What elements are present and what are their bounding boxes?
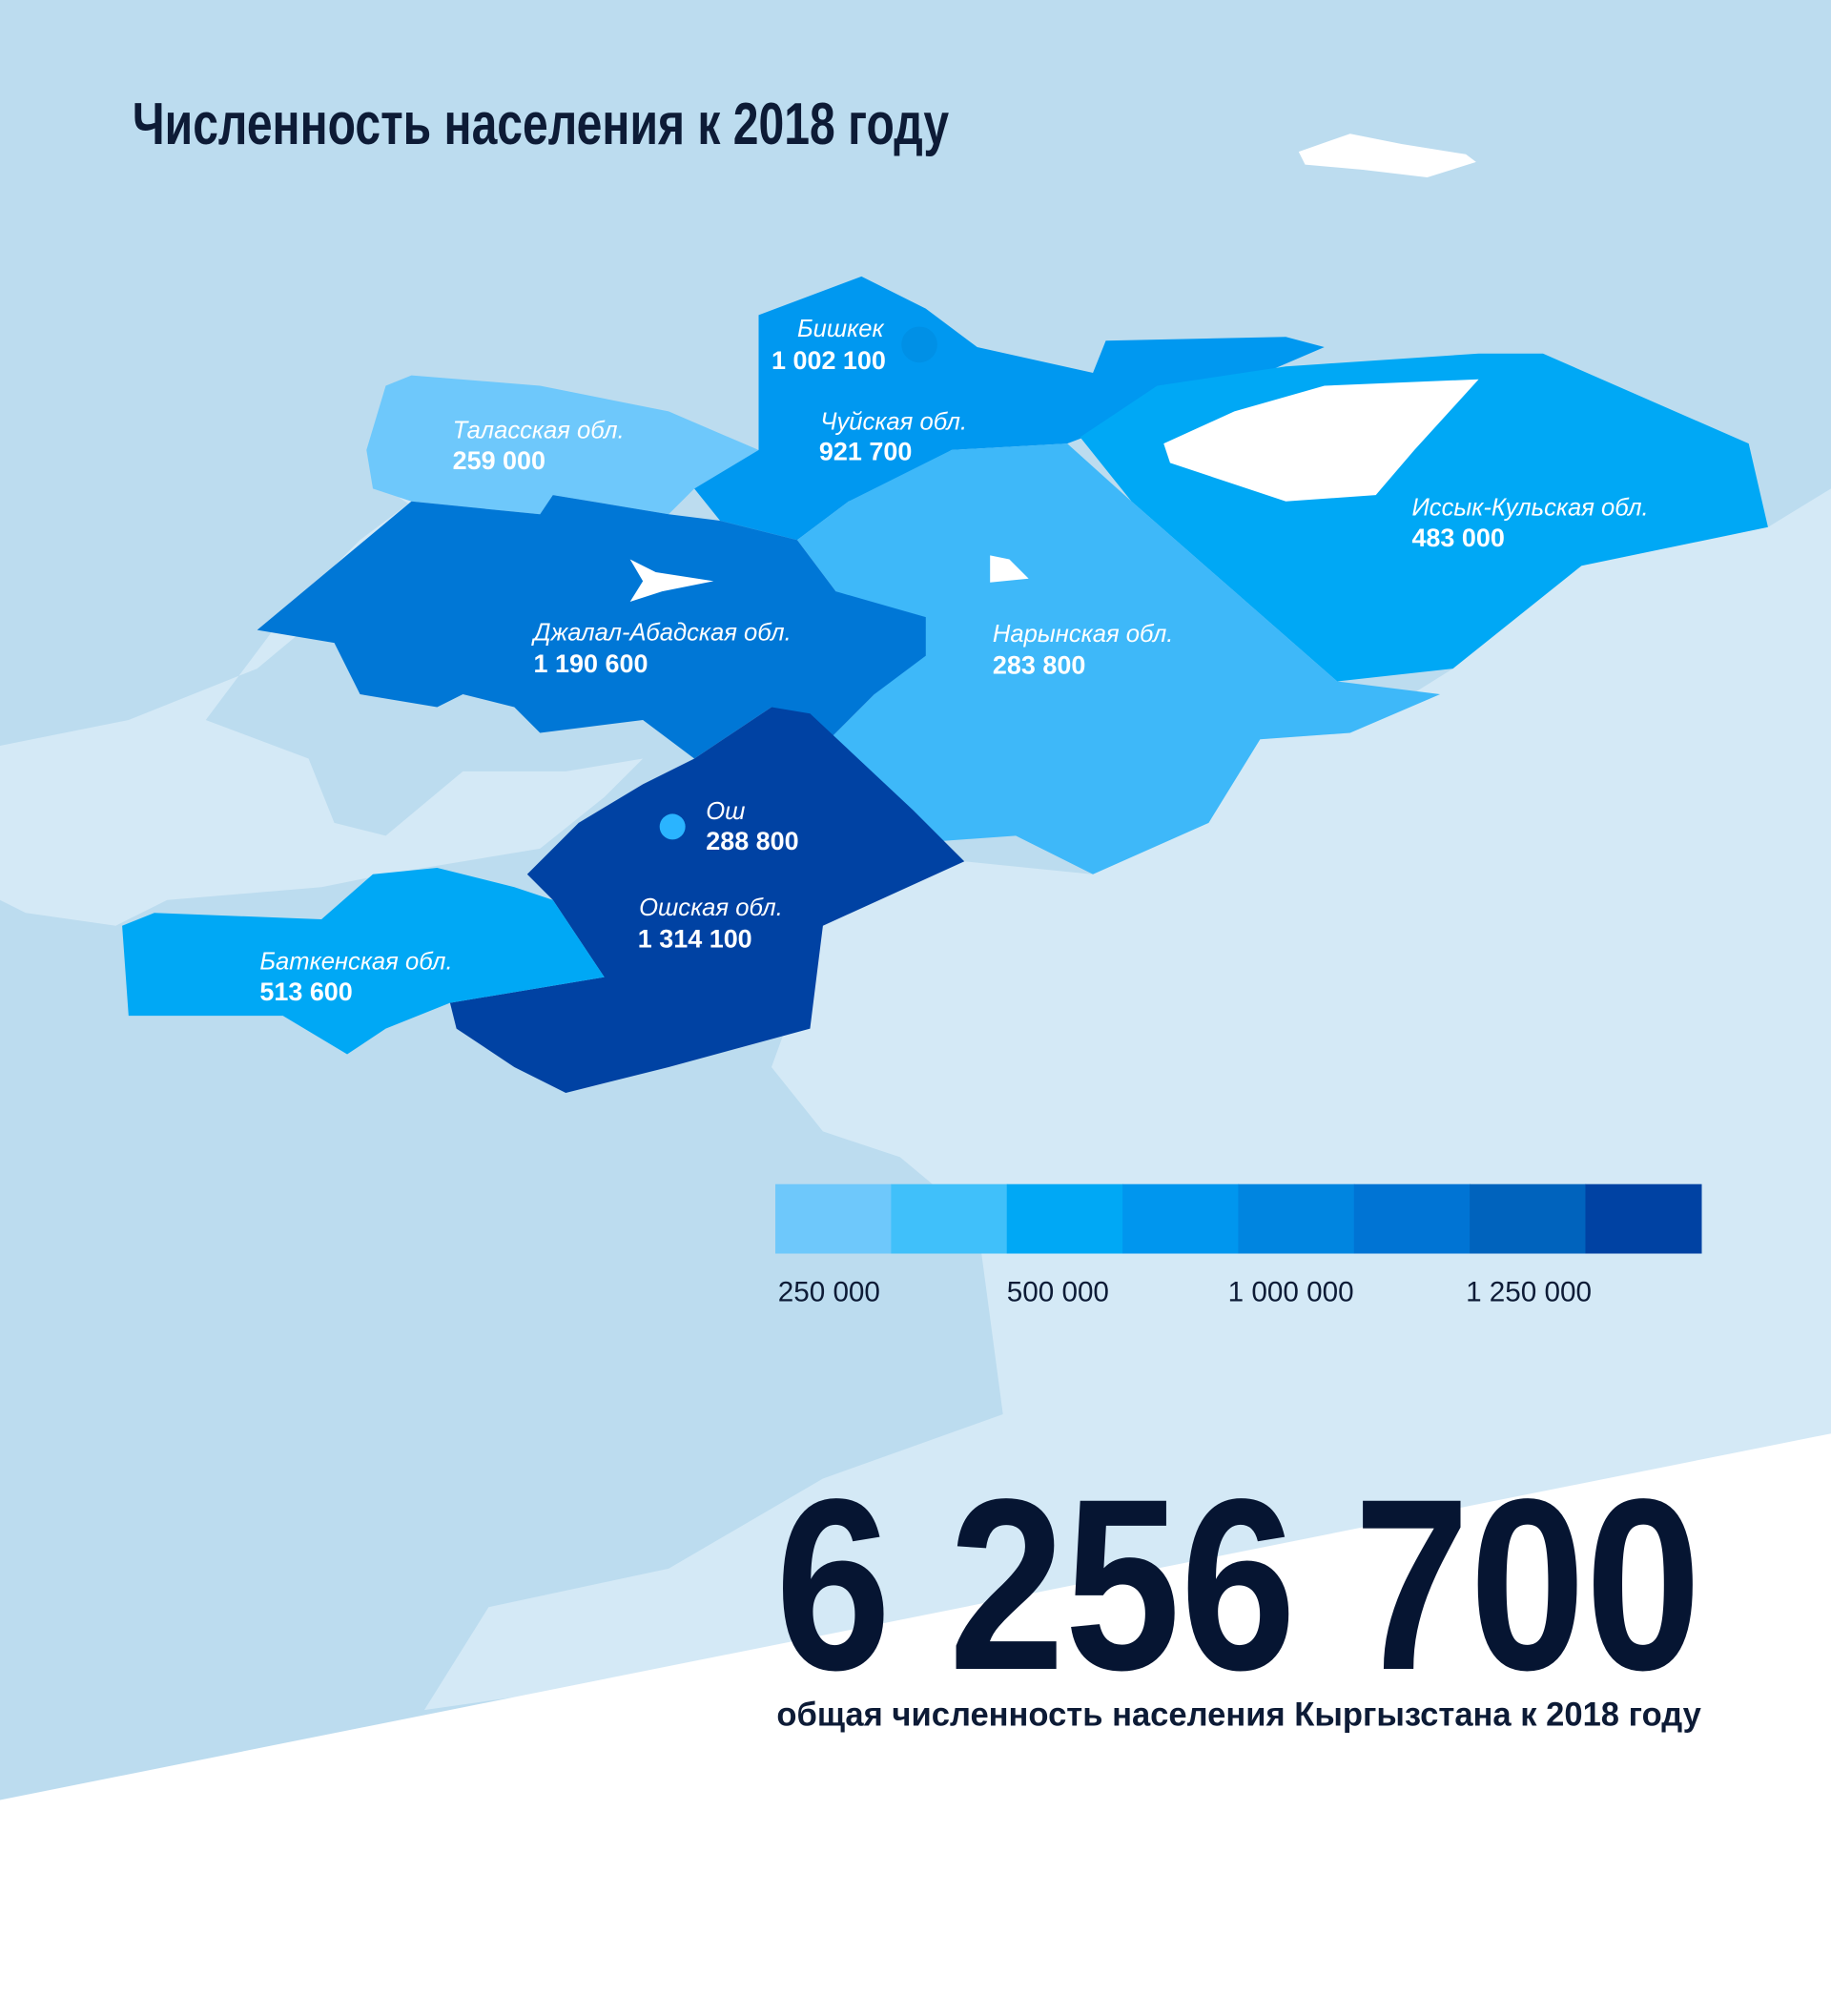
label-issyk-kul-value: 483 000 [1411, 524, 1504, 552]
label-jalal-abad-name: Джалал-Абадская обл. [531, 619, 792, 646]
regions [122, 276, 1768, 1093]
label-talas-value: 259 000 [453, 446, 545, 475]
page-title: Численность населения к 2018 году [133, 92, 950, 157]
region-osh-oblast[interactable] [449, 707, 965, 1093]
osh-marker[interactable] [659, 813, 686, 840]
label-osh-value: 288 800 [706, 827, 798, 855]
legend-labels: 250 000 500 000 1 000 000 1 250 000 [778, 1276, 1592, 1307]
label-jalal-abad-value: 1 190 600 [534, 649, 648, 678]
total-population-value: 6 256 700 [775, 1449, 1701, 1721]
legend-swatch [1353, 1183, 1471, 1254]
label-chui-value: 921 700 [819, 438, 912, 466]
region-talas[interactable] [366, 375, 759, 515]
bishkek-marker[interactable] [901, 326, 937, 363]
region-naryn[interactable] [796, 443, 1441, 874]
neighbor-area-east [423, 488, 1831, 1711]
label-osh-oblast-value: 1 314 100 [638, 925, 752, 954]
legend-swatch [1006, 1183, 1123, 1254]
label-osh-oblast-name: Ошская обл. [639, 895, 783, 921]
lake-balkhash [1298, 134, 1476, 178]
legend-color-scale [775, 1183, 1702, 1254]
legend-label: 1 000 000 [1228, 1276, 1354, 1307]
label-batken-value: 513 600 [259, 977, 352, 1006]
lake-son-kul [990, 555, 1029, 583]
label-bishkek-name: Бишкек [797, 316, 885, 342]
label-talas-name: Таласская обл. [453, 418, 625, 444]
legend-label: 500 000 [1007, 1276, 1109, 1307]
label-batken-name: Баткенская обл. [259, 949, 452, 976]
reservoir-toktogul [629, 559, 714, 602]
legend-label: 250 000 [778, 1276, 880, 1307]
label-issyk-kul-name: Иссык-Кульская обл. [1411, 495, 1648, 522]
total-population-caption: общая численность населения Кыргызстана … [776, 1696, 1701, 1733]
legend-swatch [1470, 1183, 1587, 1254]
neighbor-area [0, 463, 644, 926]
label-naryn-value: 283 800 [993, 650, 1085, 679]
label-chui-name: Чуйская обл. [820, 408, 967, 435]
region-jalal-abad[interactable] [257, 495, 926, 759]
legend-label: 1 250 000 [1466, 1276, 1592, 1307]
label-osh-name: Ош [706, 798, 745, 825]
label-bishkek-value: 1 002 100 [771, 346, 886, 375]
legend-swatch [775, 1183, 893, 1254]
legend-swatch [1585, 1183, 1702, 1254]
label-naryn-name: Нарынская обл. [993, 621, 1174, 648]
legend-swatch [891, 1183, 1008, 1254]
legend-swatch [1122, 1183, 1240, 1254]
lake-issyk-kul [1163, 379, 1479, 502]
white-footer-wedge [0, 1433, 1831, 2016]
legend-swatch [1238, 1183, 1355, 1254]
region-chui[interactable] [694, 276, 1325, 541]
region-labels: Бишкек 1 002 100 Чуйская обл. 921 700 Та… [259, 316, 1648, 1006]
region-batken[interactable] [122, 868, 605, 1055]
